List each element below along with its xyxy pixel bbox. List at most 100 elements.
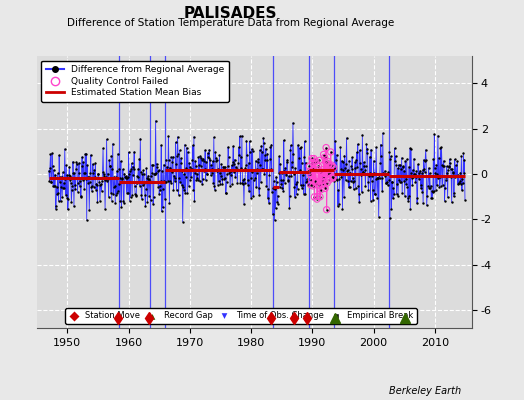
- Point: [108, 140, 117, 147]
- Point: [356, 160, 365, 167]
- Point: [204, 154, 213, 161]
- Point: [329, 175, 337, 182]
- Point: [397, 179, 406, 185]
- Point: [378, 175, 386, 181]
- Point: [114, 188, 123, 194]
- Point: [48, 163, 57, 170]
- Point: [339, 167, 347, 173]
- Point: [355, 190, 363, 197]
- Point: [198, 157, 206, 164]
- Point: [211, 186, 219, 193]
- Point: [181, 190, 189, 196]
- Point: [312, 179, 321, 186]
- Point: [177, 160, 185, 167]
- Point: [308, 159, 316, 166]
- Point: [156, 182, 164, 189]
- Point: [66, 177, 74, 184]
- Point: [309, 183, 317, 189]
- Point: [268, 211, 277, 218]
- Point: [418, 188, 427, 195]
- Point: [301, 190, 309, 197]
- Point: [179, 219, 187, 225]
- Point: [409, 174, 418, 180]
- Point: [272, 174, 280, 180]
- Point: [220, 175, 228, 182]
- Point: [425, 170, 434, 176]
- Point: [127, 160, 136, 167]
- Point: [98, 178, 106, 184]
- Point: [223, 171, 231, 177]
- Point: [457, 153, 466, 160]
- Point: [228, 159, 237, 166]
- Point: [66, 172, 74, 179]
- Point: [248, 148, 257, 154]
- Point: [219, 180, 227, 187]
- Point: [249, 177, 258, 183]
- Point: [313, 196, 321, 202]
- Point: [198, 180, 206, 187]
- Point: [107, 198, 116, 204]
- Point: [446, 166, 455, 172]
- Point: [65, 164, 73, 170]
- Point: [222, 190, 230, 196]
- Point: [323, 158, 332, 164]
- Point: [139, 182, 147, 188]
- Point: [81, 170, 89, 176]
- Point: [320, 154, 329, 160]
- Point: [72, 159, 81, 165]
- Point: [270, 185, 278, 191]
- Point: [394, 192, 402, 199]
- Point: [309, 166, 318, 172]
- Point: [138, 171, 147, 177]
- Point: [310, 194, 319, 200]
- Point: [360, 163, 368, 170]
- Point: [295, 168, 303, 175]
- Point: [289, 151, 298, 157]
- Point: [281, 165, 289, 172]
- Point: [91, 174, 99, 180]
- Point: [460, 170, 468, 176]
- Point: [257, 179, 265, 186]
- Point: [234, 159, 243, 166]
- Point: [333, 177, 342, 184]
- Point: [170, 175, 179, 181]
- Point: [152, 170, 160, 176]
- Point: [430, 131, 439, 138]
- Point: [115, 180, 123, 187]
- Point: [213, 168, 222, 174]
- Point: [330, 177, 339, 184]
- Point: [450, 193, 458, 200]
- Point: [297, 144, 305, 151]
- Point: [251, 174, 259, 181]
- Point: [375, 214, 383, 220]
- Point: [156, 186, 165, 193]
- Point: [113, 168, 121, 174]
- Point: [216, 180, 225, 187]
- Point: [157, 142, 166, 148]
- Point: [117, 204, 126, 210]
- Point: [362, 163, 370, 170]
- Point: [350, 186, 358, 192]
- Point: [200, 168, 209, 174]
- Point: [193, 175, 202, 182]
- Point: [205, 167, 214, 173]
- Point: [242, 162, 250, 168]
- Point: [89, 170, 97, 176]
- Point: [243, 152, 251, 158]
- Point: [422, 157, 430, 163]
- Point: [244, 182, 252, 188]
- Point: [423, 183, 432, 189]
- Point: [160, 178, 169, 184]
- Point: [112, 192, 121, 198]
- Point: [255, 185, 263, 192]
- Point: [321, 185, 329, 192]
- Point: [246, 148, 254, 155]
- Point: [161, 156, 170, 163]
- Point: [296, 145, 304, 151]
- Point: [232, 164, 240, 170]
- Point: [341, 165, 349, 172]
- Point: [342, 161, 350, 167]
- Point: [265, 172, 274, 178]
- Point: [178, 168, 187, 175]
- Point: [62, 162, 71, 168]
